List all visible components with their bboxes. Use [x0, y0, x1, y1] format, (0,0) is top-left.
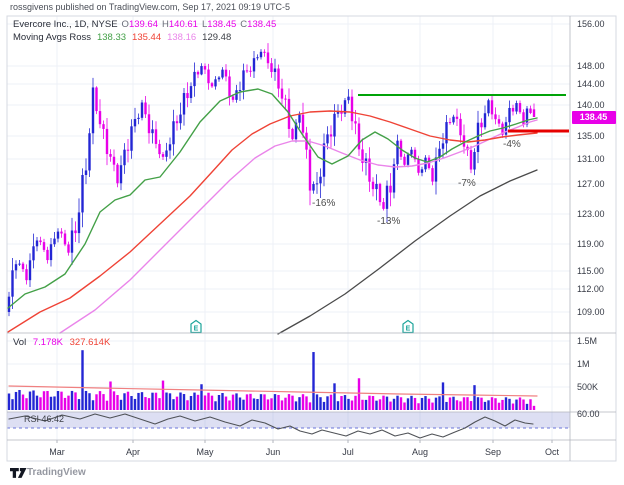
ohlc-value: 139.64 — [128, 19, 158, 30]
volume-tick-label: 500K — [577, 381, 599, 392]
indicator-name: Moving Avgs Ross — [13, 32, 91, 43]
symbol-title: Evercore Inc., 1D, NYSE — [13, 19, 118, 30]
month-label: Jun — [265, 447, 281, 457]
ma-value: 129.48 — [202, 32, 232, 43]
oscillator-pane — [7, 412, 570, 429]
volume-tick-label: 1M — [577, 358, 590, 369]
volume-average-value: 327.614K — [69, 337, 111, 348]
percent-annotation: -13% — [377, 216, 401, 227]
month-label: Oct — [544, 447, 560, 457]
ma-value: 138.33 — [96, 32, 127, 43]
price-tick-label: 127.00 — [577, 178, 605, 189]
indicator-legend-moving-avgs[interactable]: Moving Avgs Ross 138.33 135.44 138.16 129.48 — [13, 32, 231, 43]
volume-ma-line — [8, 385, 538, 397]
oscillator-tick-label: 60.00 — [577, 408, 600, 419]
ma-value: 138.16 — [167, 32, 197, 43]
oscillator-legend[interactable]: RSI 46.42 — [24, 414, 64, 424]
earnings-icon — [190, 319, 202, 334]
price-tick-label: 148.00 — [577, 60, 605, 71]
ohlc-value: 138.45 — [207, 19, 237, 30]
volume-label: Vol — [13, 337, 27, 348]
price-tick-label: 140.00 — [577, 99, 605, 110]
ohlc-letter: H — [162, 19, 169, 30]
ohlc-letter: O — [121, 19, 129, 30]
volume-current-value: 7.178K — [32, 337, 63, 348]
ma-values: 138.33 135.44 138.16 129.48 — [91, 32, 231, 43]
earnings-icon — [402, 319, 414, 334]
ohlc-letter: L — [201, 19, 208, 30]
ma-200-line — [277, 169, 538, 335]
ma-value: 135.44 — [132, 32, 162, 43]
published-bar: rossgivens published on TradingView.com,… — [10, 2, 291, 12]
volume-legend[interactable]: Vol 7.178K 327.614K — [13, 337, 110, 348]
month-label: Jul — [342, 447, 354, 457]
volume-series — [7, 350, 536, 410]
month-label: May — [196, 447, 214, 457]
percent-annotation: -16% — [312, 198, 336, 209]
ohlc-letter: C — [240, 19, 248, 30]
oscillator-value: 46.42 — [41, 414, 65, 424]
svg-text:E: E — [406, 326, 411, 333]
price-tick-label: 109.00 — [577, 306, 605, 317]
last-price-tag: 138.45 — [571, 110, 616, 124]
pane-frame — [6, 15, 617, 462]
tradingview-logo-icon[interactable] — [10, 468, 27, 478]
price-tick-label: 144.00 — [577, 78, 605, 89]
volume-tick-label: 1.5M — [577, 335, 598, 346]
month-label: Aug — [411, 447, 429, 457]
oscillator-label: RSI — [24, 414, 40, 424]
oscillator-line — [8, 413, 534, 439]
price-tick-label: 135.00 — [577, 130, 605, 141]
symbol-legend[interactable]: Evercore Inc., 1D, NYSE O139.64 H140.61 L13… — [13, 19, 276, 30]
grid-lines — [7, 16, 570, 440]
price-tick-label: 119.00 — [577, 238, 604, 249]
ma-mid-line — [7, 110, 538, 333]
price-tick-label: 131.00 — [577, 153, 605, 164]
price-tick-label: 156.00 — [577, 18, 605, 29]
percent-annotation: -4% — [503, 139, 521, 150]
percent-annotation: -7% — [458, 178, 476, 189]
ohlc-value: 140.61 — [168, 19, 198, 30]
price-tick-label: 115.00 — [577, 265, 604, 276]
price-tick-label: 123.00 — [577, 208, 605, 219]
ohlc-values: O139.64 H140.61 L138.45 C138.45 — [118, 19, 277, 30]
ma-short-line — [7, 88, 538, 309]
ohlc-value: 138.45 — [247, 19, 277, 30]
svg-text:E: E — [194, 326, 199, 333]
tradingview-brand[interactable]: TradingView — [27, 467, 86, 478]
month-label: Sep — [484, 447, 502, 457]
level-lines — [358, 94, 569, 133]
price-tick-label: 112.00 — [577, 283, 604, 294]
month-label: Mar — [49, 447, 65, 457]
month-label: Apr — [125, 447, 141, 457]
